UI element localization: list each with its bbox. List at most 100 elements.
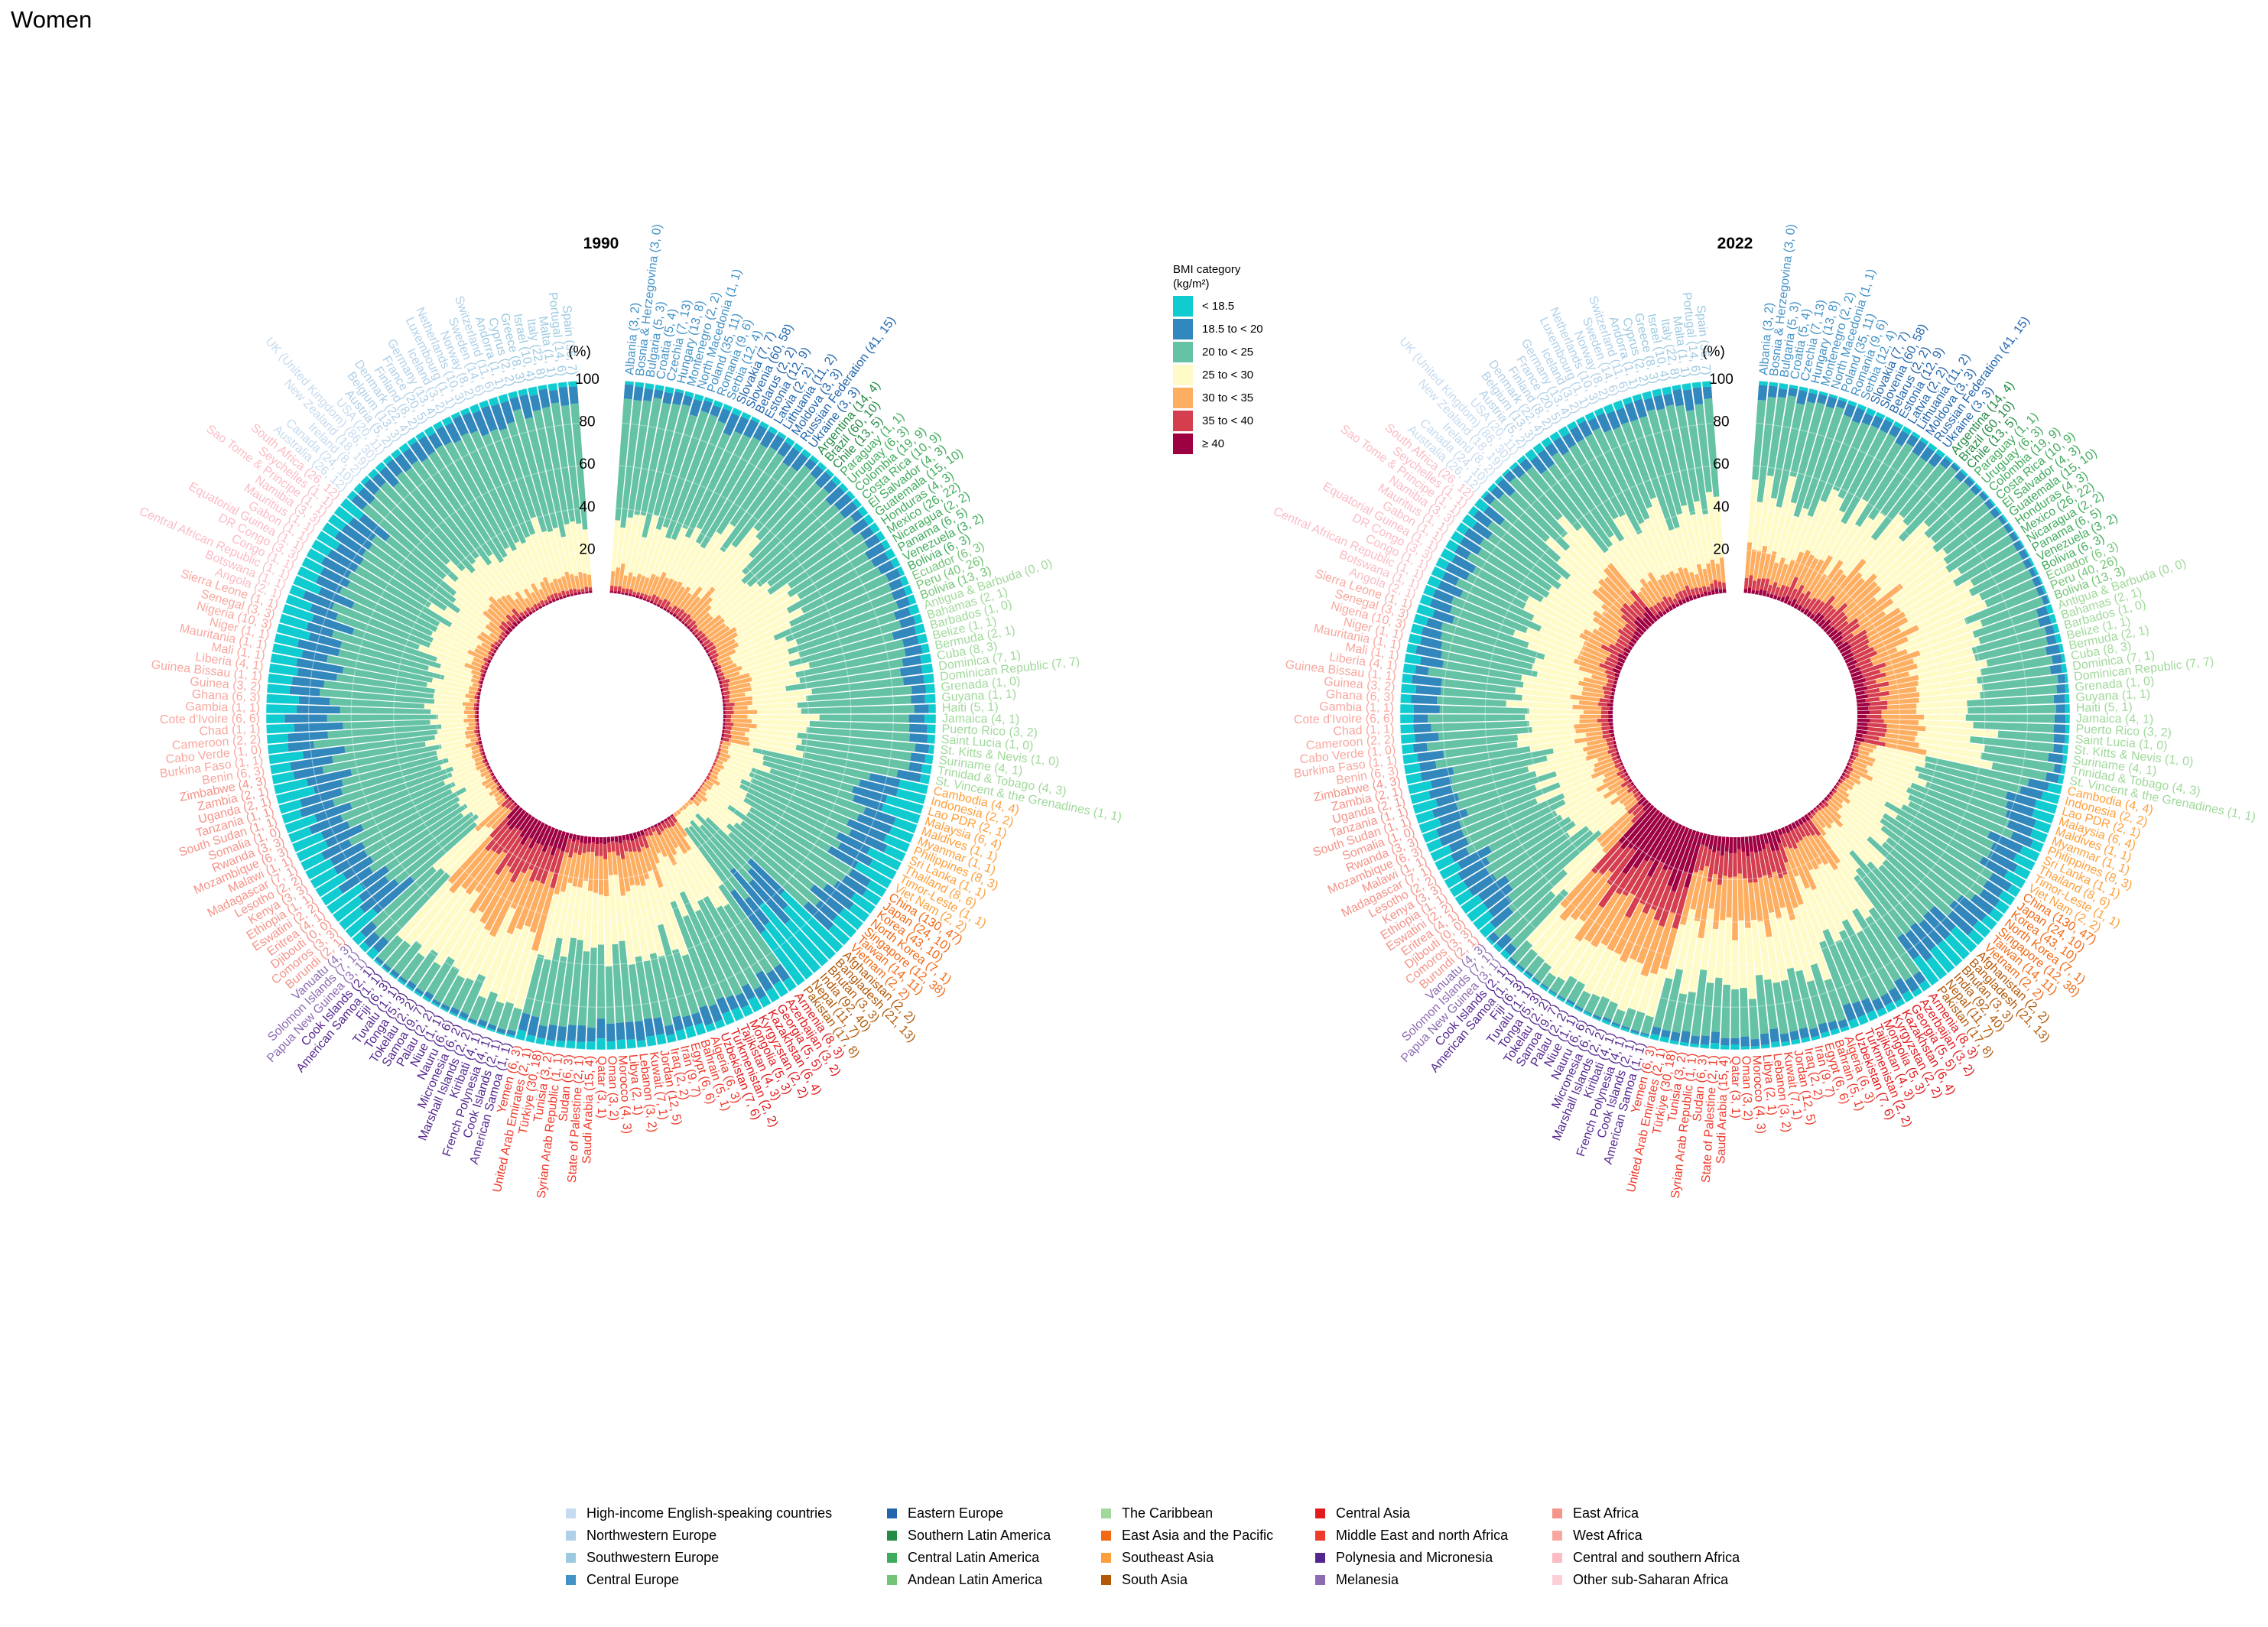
bar-segment-b25_30 xyxy=(749,672,797,687)
region-legend-label: The Caribbean xyxy=(1122,1505,1214,1521)
bar-segment-b30_35 xyxy=(567,852,577,884)
bar-segment-lt18_5 xyxy=(266,723,294,734)
bar-segment-ge40 xyxy=(707,653,710,658)
bar-segment-b20_25 xyxy=(1558,976,1578,1000)
bar-segment-ge40 xyxy=(1722,589,1727,593)
bar-segment-ge40 xyxy=(580,835,584,843)
bar-segment-b18_5_20 xyxy=(2047,752,2064,764)
bar-segment-b30_35 xyxy=(715,638,736,653)
bar-segment-b35_40 xyxy=(1652,604,1661,613)
bar-segment-b35_40 xyxy=(1759,578,1766,590)
bar-segment-b25_30 xyxy=(1556,557,1596,593)
bar-segment-b18_5_20 xyxy=(1880,992,1893,1006)
bar-segment-ge40 xyxy=(662,607,668,612)
bar-segment-lt18_5 xyxy=(1592,1016,1601,1021)
bar-segment-b30_35 xyxy=(1574,904,1604,942)
bar-segment-b20_25 xyxy=(1452,748,1554,775)
bar-segment-ge40 xyxy=(1837,778,1841,783)
bar-segment-lt18_5 xyxy=(723,403,733,412)
bar-segment-lt18_5 xyxy=(635,382,645,388)
bar-segment-b30_35 xyxy=(1737,873,1744,921)
country-label: Morocco (4, 3) xyxy=(616,1055,633,1135)
bar-segment-b35_40 xyxy=(1828,795,1833,800)
bar-segment-b20_25 xyxy=(797,552,869,600)
bar-segment-ge40 xyxy=(477,692,481,696)
bar-segment-b20_25 xyxy=(1832,422,1870,492)
bar-segment-lt18_5 xyxy=(705,1022,716,1033)
bar-segment-ge40 xyxy=(528,820,542,839)
bar-segment-lt18_5 xyxy=(694,393,704,402)
bar-segment-b30_35 xyxy=(709,625,730,642)
bar-segment-b35_40 xyxy=(1841,622,1860,638)
bar-segment-lt18_5 xyxy=(889,826,915,843)
bar-segment-b18_5_20 xyxy=(327,549,359,573)
bar-segment-ge40 xyxy=(1744,836,1750,857)
bar-segment-b35_40 xyxy=(1737,849,1743,874)
bar-segment-ge40 xyxy=(1622,765,1626,769)
bar-segment-b25_30 xyxy=(726,758,753,772)
bar-segment-b20_25 xyxy=(344,735,436,753)
bar-segment-lt18_5 xyxy=(2034,799,2058,814)
bar-segment-b35_40 xyxy=(692,794,697,798)
bar-segment-b30_35 xyxy=(674,820,688,838)
bar-segment-ge40 xyxy=(1628,641,1636,648)
bar-segment-b30_35 xyxy=(669,586,686,608)
bar-segment-b20_25 xyxy=(1925,781,2008,817)
bar-segment-b35_40 xyxy=(1626,783,1633,789)
country-label: Ghana (6, 3) xyxy=(1325,688,1395,704)
bar-segment-b25_30 xyxy=(1916,707,1968,714)
bar-segment-b25_30 xyxy=(461,567,492,599)
bar-segment-ge40 xyxy=(1617,653,1627,661)
bar-segment-b25_30 xyxy=(1529,719,1580,727)
bar-segment-b25_30 xyxy=(530,533,554,583)
bar-segment-b20_25 xyxy=(1465,793,1565,845)
bar-segment-ge40 xyxy=(625,833,630,841)
bar-segment-b25_30 xyxy=(1578,942,1607,986)
bar-segment-b20_25 xyxy=(577,951,590,1026)
bar-segment-b20_25 xyxy=(658,955,681,1018)
bar-segment-b25_30 xyxy=(556,882,573,939)
bar-segment-b35_40 xyxy=(539,599,545,606)
bar-segment-ge40 xyxy=(1701,833,1707,846)
region-legend-swatch xyxy=(1315,1575,1325,1585)
bar-segment-b35_40 xyxy=(528,844,544,871)
bar-segment-b18_5_20 xyxy=(424,991,434,1001)
bar-segment-b25_30 xyxy=(1545,917,1585,967)
bar-segment-b20_25 xyxy=(352,628,437,662)
bar-segment-b20_25 xyxy=(382,872,450,943)
bar-segment-b20_25 xyxy=(1884,801,1984,863)
bar-segment-b18_5_20 xyxy=(815,900,838,921)
bar-segment-lt18_5 xyxy=(2060,765,2066,775)
bar-segment-b25_30 xyxy=(418,645,466,667)
bmi-legend-swatch xyxy=(1173,410,1193,431)
bar-segment-b20_25 xyxy=(1720,984,1730,1039)
bar-segment-b30_35 xyxy=(593,856,599,893)
bar-segment-b20_25 xyxy=(1640,1015,1654,1034)
bar-segment-b25_30 xyxy=(1738,920,1747,989)
bar-segment-b35_40 xyxy=(500,621,509,629)
bar-segment-b35_40 xyxy=(483,661,489,667)
bar-segment-b20_25 xyxy=(1786,967,1808,1029)
bar-segment-b20_25 xyxy=(362,787,467,849)
bar-segment-lt18_5 xyxy=(345,908,378,938)
bar-segment-b20_25 xyxy=(1979,570,2032,601)
bar-segment-lt18_5 xyxy=(545,1039,556,1047)
region-legend-swatch xyxy=(887,1531,897,1541)
bar-segment-lt18_5 xyxy=(316,531,340,550)
bar-segment-b35_40 xyxy=(500,631,507,638)
bar-segment-b25_30 xyxy=(664,856,684,894)
bar-segment-b18_5_20 xyxy=(908,723,928,733)
bar-segment-b18_5_20 xyxy=(1954,470,1967,482)
bar-segment-b30_35 xyxy=(1604,768,1620,778)
bar-segment-b20_25 xyxy=(1865,915,1912,982)
bar-segment-b20_25 xyxy=(811,677,905,695)
bar-segment-b35_40 xyxy=(540,854,554,885)
bar-segment-b18_5_20 xyxy=(643,388,654,401)
bar-segment-ge40 xyxy=(1714,588,1719,595)
grid-circle xyxy=(1399,379,2071,1051)
bar-segment-lt18_5 xyxy=(405,984,414,992)
bar-segment-b25_30 xyxy=(457,783,484,801)
bar-segment-b20_25 xyxy=(795,745,910,771)
bar-segment-b20_25 xyxy=(716,447,777,535)
bar-segment-b35_40 xyxy=(502,791,506,797)
